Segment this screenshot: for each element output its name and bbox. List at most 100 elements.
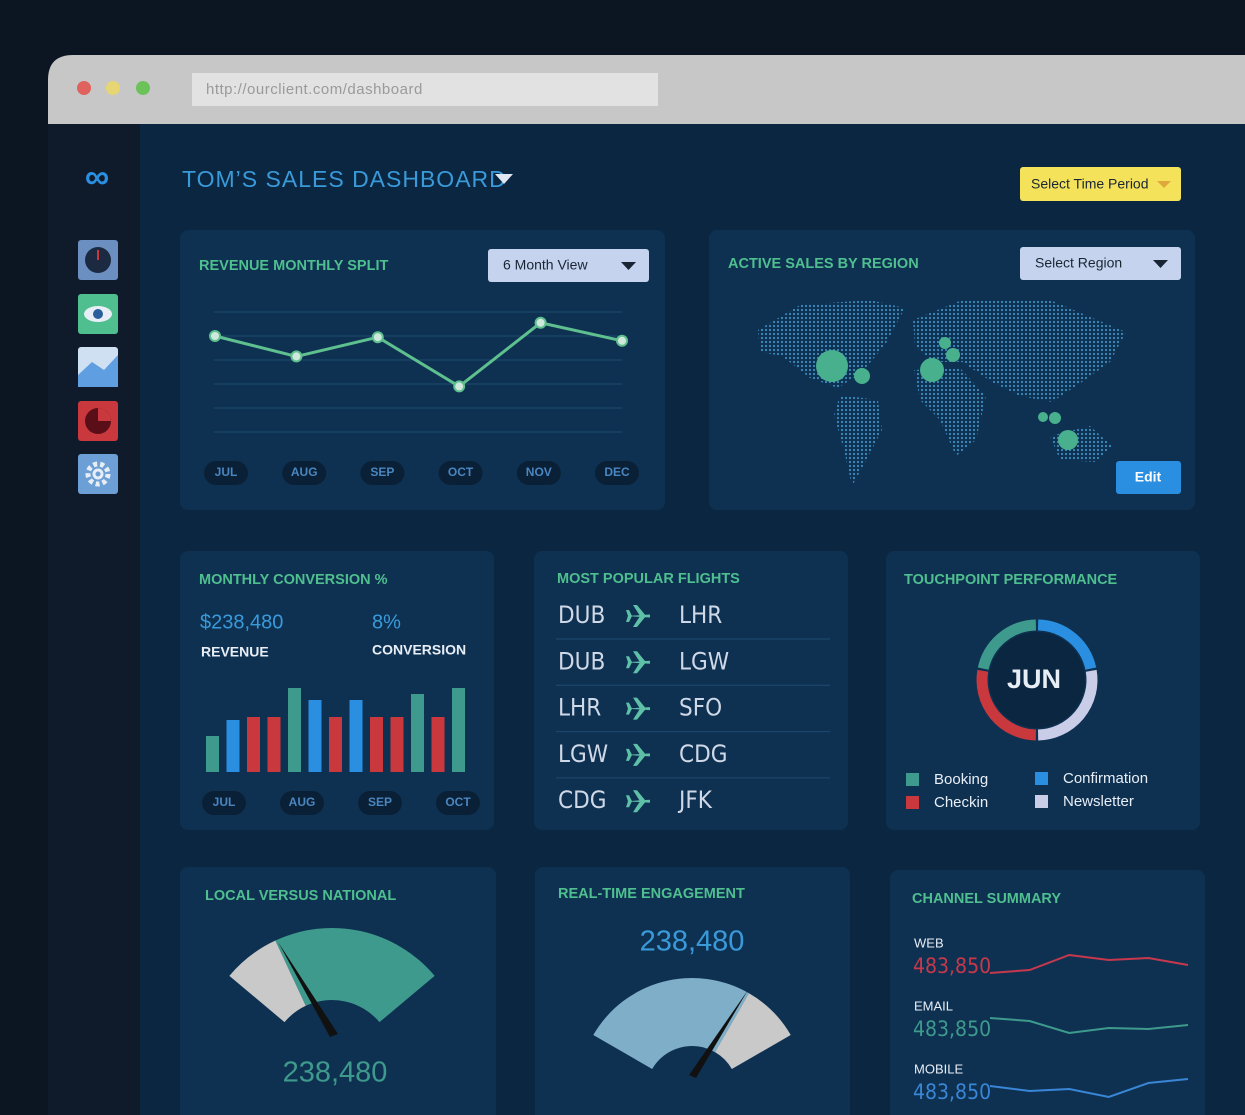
flight-to: LHR [679, 601, 722, 629]
max-dot[interactable] [136, 81, 150, 95]
title-caret[interactable] [495, 174, 513, 184]
panel-title: REVENUE MONTHLY SPLIT [199, 258, 388, 274]
month-pill [358, 791, 402, 815]
plane-icon [626, 790, 650, 813]
channel-value: 483,850 [913, 1080, 991, 1104]
plane-icon [626, 697, 650, 720]
channel-name: EMAIL [914, 998, 953, 1013]
flight-from: LGW [558, 740, 608, 768]
region-bubbles [816, 337, 1078, 450]
flight-to: JFK [677, 786, 713, 814]
month-label: OCT [448, 465, 474, 479]
panel-title: MONTHLY CONVERSION % [199, 572, 388, 588]
bar [390, 717, 404, 772]
bar [411, 694, 424, 772]
legend-swatch [1035, 795, 1048, 808]
revenue-line [214, 321, 623, 389]
flight-to: SFO [679, 694, 722, 722]
gauge-needle [278, 942, 338, 1037]
dashboard-title: TOM’S SALES DASHBOARD [182, 166, 507, 192]
month-pill [360, 461, 405, 485]
donut-center [989, 632, 1085, 728]
legend-label: Confirmation [1063, 770, 1148, 787]
month-pill [280, 791, 324, 815]
panel-title: TOUCHPOINT PERFORMANCE [904, 572, 1118, 588]
legend-label: Newsletter [1063, 793, 1134, 810]
month-pill [282, 461, 327, 485]
bar [431, 717, 445, 772]
legend-swatch [906, 796, 919, 809]
donut-segment [1037, 619, 1097, 670]
address-bar[interactable] [192, 73, 658, 106]
donut-segment [1037, 669, 1098, 741]
month-pill [595, 461, 639, 485]
dropdown-label: Select Region [1035, 255, 1122, 271]
dropdown-label: 6 Month View [503, 257, 588, 273]
month-pill [204, 461, 248, 485]
donut-segment [976, 669, 1037, 741]
channel-line [989, 1017, 1189, 1035]
bar [308, 700, 322, 772]
month-label: OCT [445, 795, 471, 809]
plane-icon [626, 651, 650, 674]
month-pill [438, 461, 483, 485]
flight-from: DUB [558, 601, 605, 629]
revenue-point [371, 331, 384, 344]
panel-title: REAL-TIME ENGAGEMENT [558, 886, 745, 902]
plane-icon [626, 605, 650, 627]
channel-value: 483,850 [913, 1017, 991, 1041]
gauge-sector [275, 928, 435, 1023]
panel-title: ACTIVE SALES BY REGION [728, 256, 919, 272]
panel-title: MOST POPULAR FLIGHTS [557, 571, 740, 587]
min-dot[interactable] [106, 81, 120, 95]
region-dropdown[interactable] [1020, 247, 1181, 280]
flight-from: LHR [558, 694, 601, 722]
month-label: JUL [215, 465, 238, 479]
bar [329, 717, 342, 772]
panel-title: CHANNEL SUMMARY [912, 891, 1061, 907]
time-button-label: Select Time Period [1031, 176, 1149, 192]
month-pill [436, 791, 480, 815]
time-button[interactable] [1020, 167, 1181, 201]
month-label: DEC [604, 465, 630, 479]
local-value: 238,480 [283, 1057, 388, 1089]
gauge-sector [229, 940, 306, 1023]
bar [226, 720, 240, 772]
panel-title: LOCAL VERSUS NATIONAL [205, 888, 396, 904]
plane-icon [626, 743, 650, 766]
legend-swatch [906, 773, 919, 786]
month-label: AUG [291, 465, 318, 479]
channel-name: MOBILE [914, 1061, 963, 1076]
gauge-needle [689, 990, 748, 1078]
month-label: NOV [526, 465, 552, 479]
legend-label: Checkin [934, 794, 988, 811]
month-label: AUG [289, 795, 316, 809]
bar [267, 717, 281, 772]
month-label: SEP [370, 465, 394, 479]
flight-to: CDG [679, 740, 727, 768]
channel-line [989, 953, 1189, 974]
legend-label: Booking [934, 771, 988, 788]
engagement-value: 238,480 [640, 926, 745, 958]
close-dot[interactable] [77, 81, 91, 95]
channel-value: 483,850 [913, 954, 991, 978]
url: http://ourclient.com/dashboard [206, 81, 423, 98]
bar [247, 717, 260, 772]
donut-segment [977, 619, 1037, 670]
sidebar [48, 124, 140, 1115]
month-label: JUL [213, 795, 236, 809]
revenue-label: REVENUE [201, 644, 269, 660]
revenue-point [290, 350, 303, 363]
flight-to: LGW [679, 647, 729, 675]
revenue-point [534, 316, 547, 329]
bar [206, 736, 219, 772]
edit-button[interactable] [1116, 461, 1181, 494]
legend-swatch [1035, 772, 1048, 785]
flight-from: CDG [558, 786, 606, 814]
conversion-label: CONVERSION [372, 642, 466, 658]
month-dropdown[interactable] [488, 249, 649, 282]
bar [288, 688, 301, 772]
world-map [758, 300, 1126, 486]
